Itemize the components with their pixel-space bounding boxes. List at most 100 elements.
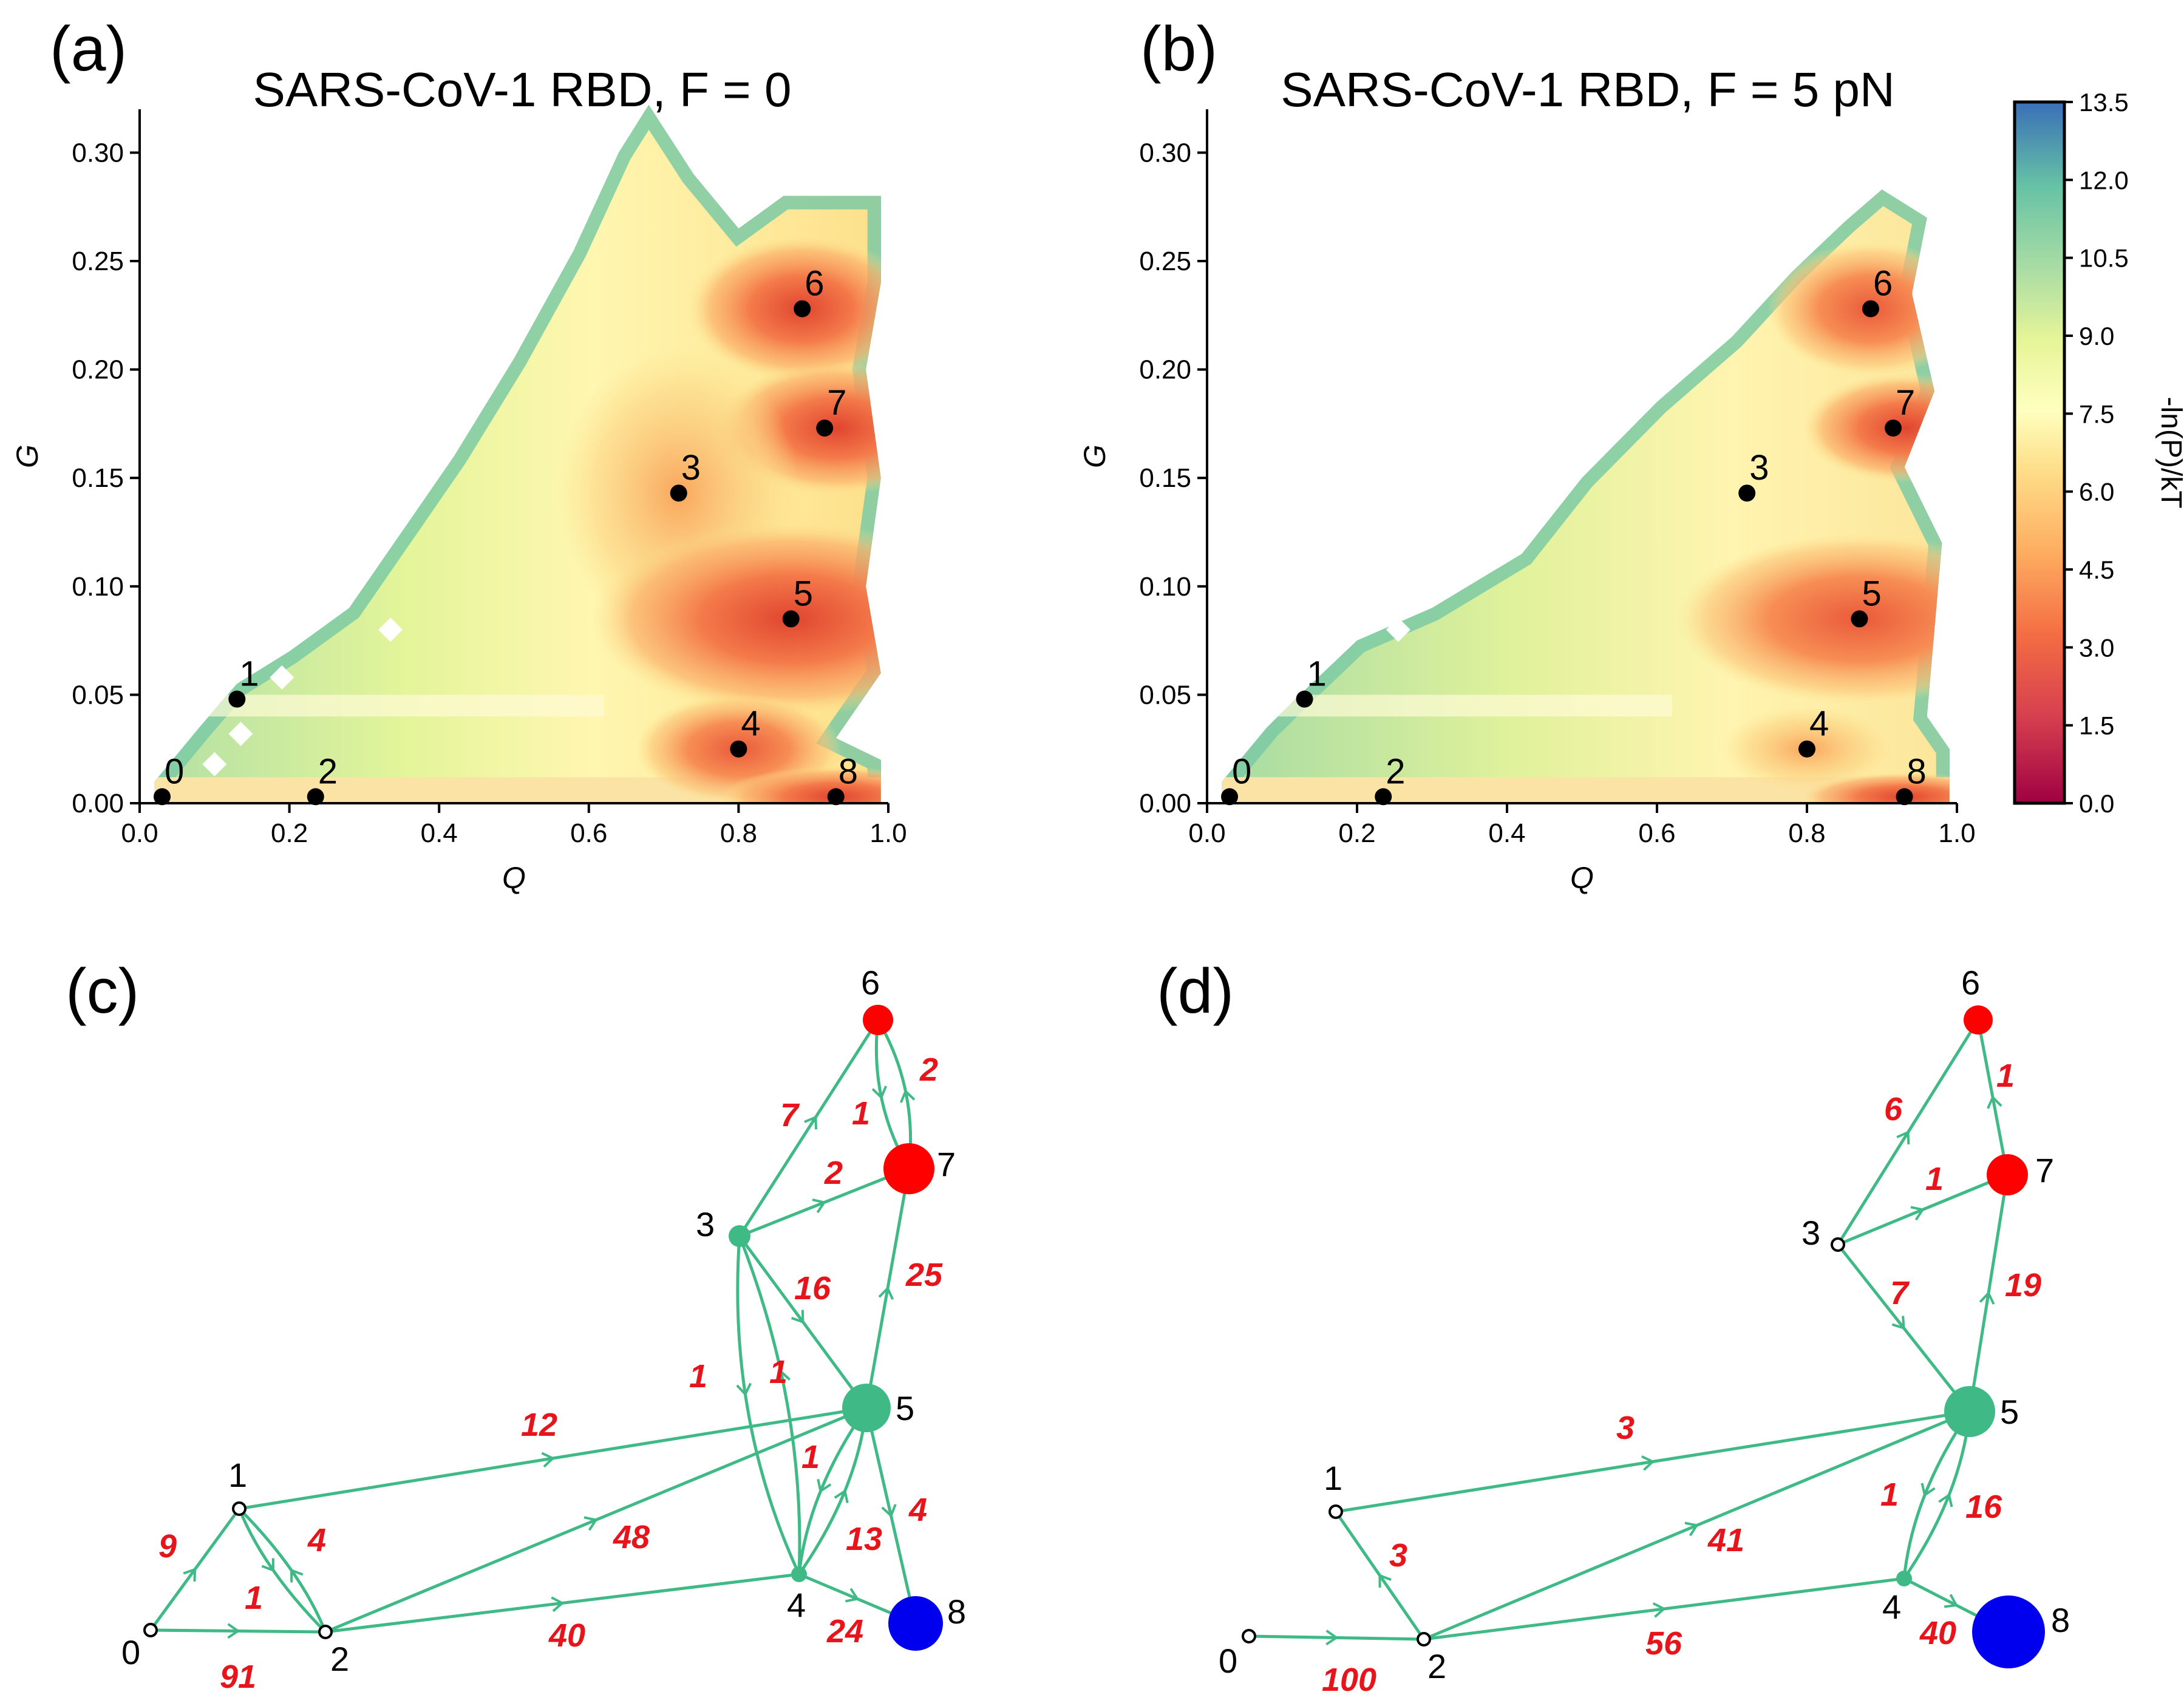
missing-cell bbox=[1540, 466, 1565, 491]
edge-arrow bbox=[1938, 1493, 1953, 1507]
y-tick-label: 0.20 bbox=[1139, 355, 1191, 385]
state-point-8 bbox=[1896, 788, 1913, 806]
edge-arrow bbox=[871, 1086, 888, 1099]
node-7 bbox=[883, 1143, 934, 1194]
state-point-7 bbox=[816, 420, 834, 437]
state-label-2: 2 bbox=[1386, 752, 1405, 791]
edge-arrow bbox=[583, 1516, 598, 1531]
edge-arrow bbox=[1652, 1602, 1667, 1618]
state-point-5 bbox=[782, 610, 800, 628]
flux-label: 6 bbox=[1884, 1091, 1903, 1127]
node-label-6: 6 bbox=[1961, 963, 1980, 1002]
flux-label: 16 bbox=[794, 1270, 831, 1307]
edge-arrow bbox=[845, 1588, 860, 1603]
axes-a: 0.0 0.2 0.4 0.6 0.8 1.0 0.00 0.05 0.10 0.15 0.20 0.… bbox=[10, 109, 907, 895]
edge-arrow bbox=[736, 1382, 752, 1397]
y-axis-label: G bbox=[10, 444, 44, 468]
y-tick-label: 0.10 bbox=[72, 572, 124, 602]
node-label-5: 5 bbox=[896, 1389, 914, 1427]
node-label-5: 5 bbox=[2000, 1393, 2019, 1431]
node-label-0: 0 bbox=[121, 1633, 140, 1671]
colorbar-tick-label: 6.0 bbox=[2079, 478, 2114, 506]
state-point-6 bbox=[794, 300, 811, 318]
ridge-band bbox=[1222, 695, 1672, 717]
flux-label: 41 bbox=[1707, 1522, 1744, 1558]
panel-label-b: (b) bbox=[1140, 14, 1217, 84]
state-label-6: 6 bbox=[1873, 264, 1893, 304]
y-tick-label: 0.30 bbox=[72, 138, 124, 168]
edge-arrow bbox=[804, 1115, 818, 1130]
edge-arrow bbox=[1684, 1521, 1699, 1537]
flux-label: 1 bbox=[689, 1358, 707, 1395]
flux-label: 1 bbox=[1925, 1161, 1944, 1197]
y-tick-label: 0.25 bbox=[1139, 246, 1191, 276]
flux-label: 1 bbox=[1880, 1477, 1899, 1513]
node-6 bbox=[863, 1005, 893, 1035]
flux-label: 4 bbox=[908, 1492, 927, 1528]
edge-arrow bbox=[791, 1310, 805, 1324]
state-label-8: 8 bbox=[839, 752, 858, 791]
state-label-5: 5 bbox=[794, 574, 813, 613]
panel-b: (b) SARS-CoV-1 RBD, F = 5 pN 0.0 0.2 0.4 0.… bbox=[1078, 14, 1976, 895]
flux-label: 40 bbox=[548, 1617, 585, 1654]
edge-arrow bbox=[1891, 1316, 1905, 1330]
edge-4-3 bbox=[738, 1235, 801, 1575]
flux-label: 40 bbox=[1919, 1615, 1956, 1651]
edge-arrow bbox=[775, 1369, 791, 1384]
node-1 bbox=[1328, 1504, 1343, 1519]
state-label-0: 0 bbox=[1232, 752, 1251, 791]
edge-arrow bbox=[1641, 1455, 1655, 1471]
colorbar-tick-label: 4.5 bbox=[2079, 556, 2114, 584]
x-tick-label: 1.0 bbox=[1938, 818, 1975, 848]
state-label-6: 6 bbox=[805, 264, 824, 304]
flux-label: 1 bbox=[801, 1439, 820, 1475]
node-2 bbox=[1417, 1632, 1431, 1647]
state-label-3: 3 bbox=[681, 448, 701, 488]
state-point-8 bbox=[827, 788, 845, 806]
flux-label: 2 bbox=[824, 1155, 843, 1191]
node-7 bbox=[1987, 1154, 2028, 1195]
edge-4-5 bbox=[1902, 1411, 1971, 1580]
node-4 bbox=[791, 1566, 807, 1582]
flux-label: 3 bbox=[1389, 1537, 1407, 1574]
node-label-1: 1 bbox=[228, 1456, 247, 1494]
missing-cell bbox=[367, 531, 392, 556]
node-8 bbox=[1972, 1596, 2045, 1668]
edge-arrow bbox=[290, 1568, 304, 1583]
node-8 bbox=[888, 1596, 943, 1651]
flux-label: 1 bbox=[1996, 1058, 2015, 1094]
colorbar-tick-label: 1.5 bbox=[2079, 712, 2114, 740]
edge-arrow bbox=[834, 1489, 849, 1503]
x-axis-label: Q bbox=[1570, 861, 1594, 895]
edge-arrow bbox=[817, 1479, 832, 1494]
y-tick-label: 0.15 bbox=[1139, 463, 1191, 493]
edge-arrow bbox=[1896, 1130, 1910, 1145]
flux-label: 12 bbox=[521, 1407, 557, 1443]
state-label-4: 4 bbox=[741, 704, 760, 744]
node-label-6: 6 bbox=[861, 963, 880, 1002]
colorbar: 0.0 1.5 3.0 4.5 6.0 7.5 9.0 10.5 12.0 13.5 -ln(P)/… bbox=[2013, 88, 2184, 818]
node-5 bbox=[842, 1384, 891, 1432]
state-point-3 bbox=[1738, 484, 1756, 502]
state-point-2 bbox=[307, 788, 324, 806]
flux-label: 4 bbox=[307, 1522, 326, 1558]
y-axis-label: G bbox=[1078, 444, 1112, 468]
node-label-0: 0 bbox=[1219, 1642, 1237, 1680]
state-label-3: 3 bbox=[1749, 448, 1769, 488]
flux-label: 7 bbox=[1890, 1275, 1910, 1311]
state-label-2: 2 bbox=[318, 752, 338, 791]
panel-label-c: (c) bbox=[66, 956, 139, 1027]
landscape-a bbox=[154, 104, 881, 803]
state-point-0 bbox=[153, 788, 171, 806]
node-label-4: 4 bbox=[1882, 1588, 1901, 1626]
missing-cell bbox=[228, 721, 253, 746]
state-label-1: 1 bbox=[1307, 654, 1327, 694]
x-tick-label: 0.4 bbox=[421, 818, 458, 848]
flux-label: 48 bbox=[613, 1519, 650, 1555]
state-label-1: 1 bbox=[239, 654, 259, 694]
